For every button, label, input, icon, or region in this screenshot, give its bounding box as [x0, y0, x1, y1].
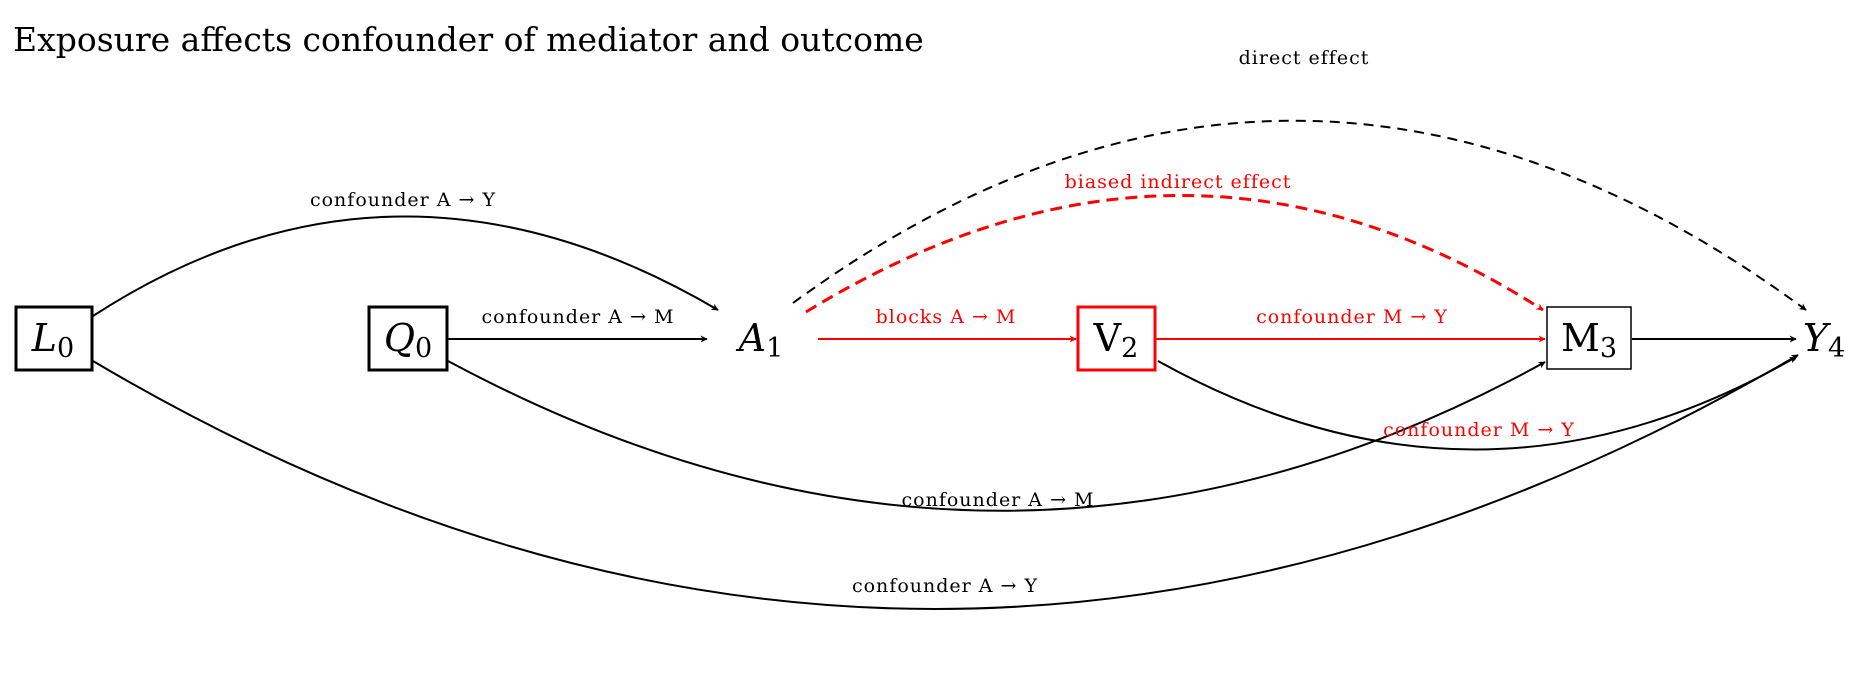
edge-label-V2-M3: confounder M → Y	[1256, 306, 1448, 328]
edge-label-A1-Y4: direct effect	[1239, 47, 1370, 69]
edge-A1-M3	[805, 194, 1544, 314]
edge-label-L0-Y4: confounder A → Y	[852, 575, 1038, 597]
edge-label-A1-M3: biased indirect effect	[1065, 171, 1292, 193]
edge-A1-Y4	[792, 119, 1807, 311]
node-label-L0: L0	[31, 316, 74, 364]
edge-V2-Y4	[1157, 356, 1797, 451]
node-L0: L0	[14, 305, 94, 372]
edge-label-Q0-M3: confounder A → M	[902, 489, 1095, 511]
node-A1: A1	[736, 316, 784, 364]
node-label-Y4: Y4	[1803, 316, 1845, 364]
edge-L0-A1	[92, 215, 719, 317]
edge-L0-Y4	[92, 354, 1799, 610]
diagram-title: Exposure affects confounder of mediator …	[13, 20, 924, 59]
node-label-A1: A1	[736, 316, 784, 364]
node-M3: M3	[1546, 306, 1632, 370]
node-label-Q0: Q0	[384, 316, 432, 364]
edge-label-Q0-A1: confounder A → M	[482, 306, 675, 328]
edge-label-V2-Y4: confounder M → Y	[1383, 419, 1575, 441]
node-label-M3: M3	[1561, 316, 1617, 364]
node-label-V2: V2	[1093, 316, 1139, 364]
edge-label-A1-V2: blocks A → M	[876, 306, 1017, 328]
edge-label-L0-A1: confounder A → Y	[310, 189, 496, 211]
node-V2: V2	[1076, 305, 1157, 372]
node-Q0: Q0	[367, 305, 449, 372]
edge-Q0-M3	[447, 360, 1546, 512]
node-Y4: Y4	[1803, 316, 1845, 364]
